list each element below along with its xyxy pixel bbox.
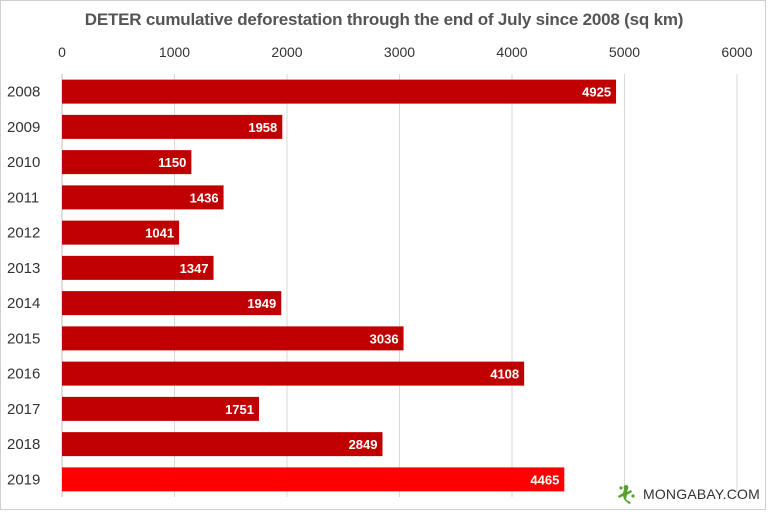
- data-label-2008: 4925: [582, 85, 611, 100]
- category-label-2009: 2009: [7, 119, 40, 136]
- category-label-2011: 2011: [7, 189, 39, 206]
- data-label-2019: 4465: [530, 472, 559, 487]
- bar-2012: [62, 220, 180, 245]
- x-tick-label: 2000: [271, 44, 302, 60]
- category-label-2012: 2012: [7, 225, 40, 242]
- x-tick-label: 4000: [496, 44, 527, 60]
- chart-title: DETER cumulative deforestation through t…: [84, 10, 684, 29]
- data-label-2012: 1041: [145, 226, 174, 241]
- bar-2016: [62, 361, 525, 386]
- x-tick-label: 1000: [159, 44, 190, 60]
- category-label-2017: 2017: [7, 401, 40, 418]
- x-tick-label: 0: [58, 44, 66, 60]
- gridlines: [61, 74, 738, 497]
- data-label-2010: 1150: [158, 155, 186, 170]
- bar-2013: [62, 255, 214, 280]
- data-label-2018: 2849: [349, 437, 378, 452]
- bar-2019: [62, 467, 565, 492]
- bar-2008: [62, 79, 617, 104]
- x-tick-label: 3000: [384, 44, 415, 60]
- category-label-2010: 2010: [7, 154, 40, 171]
- bar-2015: [62, 326, 404, 351]
- bars: 4925 1958 1150 1436 1041 1347 1949 3036 4108 1751…: [62, 79, 617, 492]
- category-label-2016: 2016: [7, 366, 40, 383]
- data-label-2015: 3036: [370, 331, 399, 346]
- category-label-2018: 2018: [7, 436, 40, 453]
- category-label-2008: 2008: [7, 84, 40, 101]
- bar-2017: [62, 396, 259, 421]
- bar-2010: [62, 150, 192, 175]
- data-label-2014: 1949: [247, 296, 276, 311]
- gecko-icon: [617, 485, 635, 504]
- category-label-2013: 2013: [7, 260, 40, 277]
- x-tick-label: 5000: [609, 44, 640, 60]
- data-label-2013: 1347: [180, 261, 209, 276]
- x-axis-tick-labels: 0 1000 2000 3000 4000 5000 6000: [58, 44, 753, 60]
- category-label-2019: 2019: [7, 471, 40, 488]
- watermark-text: MONGABAY.COM: [642, 486, 760, 502]
- data-label-2016: 4108: [490, 367, 519, 382]
- category-label-2015: 2015: [7, 330, 40, 347]
- y-axis-category-labels: 2008 2009 2010 2011 2012 2013 2014 2015 2016 2017…: [7, 84, 40, 489]
- data-label-2009: 1958: [248, 120, 277, 135]
- data-label-2017: 1751: [225, 402, 254, 417]
- x-tick-label: 6000: [721, 44, 752, 60]
- category-label-2014: 2014: [7, 295, 40, 312]
- mongabay-watermark: MONGABAY.COM: [613, 482, 760, 506]
- bar-2009: [62, 114, 283, 139]
- bar-2018: [62, 432, 383, 457]
- bar-2011: [62, 185, 224, 210]
- data-label-2011: 1436: [190, 190, 219, 205]
- bar-2014: [62, 291, 282, 316]
